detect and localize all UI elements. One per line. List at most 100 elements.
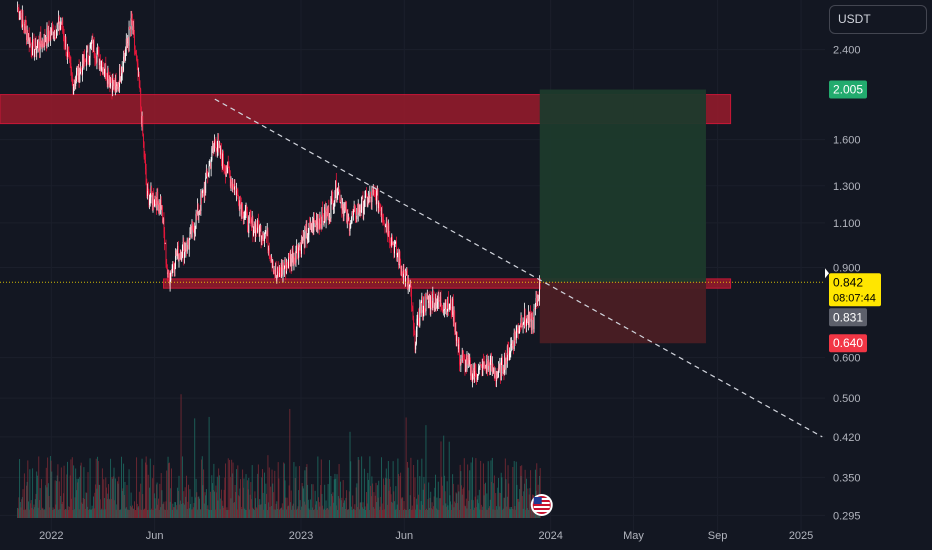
candle-body (220, 148, 222, 159)
candle-body (347, 213, 349, 220)
candle-body (125, 48, 127, 55)
candle-body (129, 28, 131, 30)
volume-bar (482, 506, 484, 518)
volume-bar (90, 509, 92, 518)
volume-bar (371, 476, 373, 518)
candle-body (80, 67, 81, 74)
candle-body (45, 41, 47, 47)
candle-body (488, 361, 490, 366)
candle-body (530, 313, 532, 331)
volume-bar (275, 503, 277, 518)
candle-body (211, 148, 213, 161)
price-marker-icon (825, 268, 829, 279)
candle-body (59, 25, 61, 29)
candle-body (309, 223, 311, 227)
volume-bar (444, 491, 446, 518)
candle-body (355, 206, 356, 219)
volume-bar (124, 481, 126, 518)
volume-bar (512, 467, 514, 518)
volume-bar (159, 483, 161, 518)
volume-bar (178, 475, 180, 518)
volume-bar (467, 500, 469, 518)
volume-bar (528, 509, 530, 518)
candle-body (119, 68, 121, 82)
volume-bar (420, 509, 421, 518)
volume-bar (134, 501, 135, 518)
volume-bar (316, 509, 318, 518)
volume-bar (372, 507, 374, 518)
volume-bar (150, 509, 152, 518)
candle-body (471, 364, 473, 381)
us-flag-icon[interactable] (530, 494, 553, 516)
candle-body (55, 37, 57, 39)
candle-body (500, 363, 501, 381)
candle-body (359, 210, 361, 213)
candle-body (166, 268, 168, 275)
candle-body (289, 256, 291, 266)
candle-body (521, 326, 523, 327)
volume-bar (179, 500, 181, 518)
volume-bar (394, 509, 396, 518)
candle-body (244, 214, 246, 216)
candle-body (362, 195, 364, 214)
volume-bar (486, 493, 488, 518)
volume-bar (416, 504, 418, 518)
candle-body (150, 187, 152, 198)
volume-bar (135, 509, 137, 518)
candle-body (438, 293, 440, 301)
candle-body (359, 210, 361, 213)
volume-bar (221, 500, 223, 518)
volume-bar (131, 507, 133, 518)
candle-body (358, 203, 360, 213)
volume-bar (96, 488, 98, 518)
volume-bar (218, 468, 220, 518)
candle-body (49, 35, 51, 40)
volume-bar (403, 501, 405, 518)
candle-body (398, 251, 400, 266)
volume-bar (464, 505, 466, 518)
volume-bar (246, 480, 248, 518)
candle-body (484, 361, 486, 369)
volume-bar (237, 465, 239, 518)
candle-body (99, 59, 101, 66)
candle-body (101, 63, 103, 67)
volume-bar (204, 492, 206, 518)
volume-bar (206, 509, 208, 518)
volume-bar (463, 487, 465, 518)
volume-bar (49, 456, 51, 518)
y-tick-label-3: 1.100 (833, 218, 861, 230)
volume-bar (189, 489, 191, 518)
volume-bar (240, 479, 242, 518)
volume-bar (389, 478, 391, 518)
candle-body (443, 310, 445, 312)
currency-unit-button[interactable]: USDT (829, 5, 927, 34)
candle-body (539, 279, 541, 283)
volume-bar (223, 489, 225, 518)
candle-body (41, 43, 42, 48)
candle-body (451, 313, 453, 315)
volume-bar (305, 467, 307, 518)
volume-bar (107, 493, 109, 518)
candle-body (372, 191, 374, 193)
candle-body (158, 204, 160, 212)
candle-body (48, 27, 50, 36)
candle-body (413, 329, 415, 334)
volume-bar (374, 495, 376, 518)
volume-bar (342, 480, 344, 518)
volume-bar (318, 497, 319, 518)
volume-bar (61, 504, 63, 518)
volume-bar (504, 497, 506, 518)
volume-bar (138, 491, 140, 518)
volume-bar (457, 484, 459, 518)
candle-body (176, 253, 178, 256)
volume-bar (385, 468, 387, 518)
volume-bar (514, 506, 516, 518)
candle-body (281, 264, 283, 277)
candle-body (264, 232, 266, 238)
volume-bar (365, 492, 367, 518)
volume-bar (487, 509, 488, 518)
candle-body (463, 356, 465, 359)
volume-bar (122, 488, 124, 518)
candle-body (223, 153, 224, 167)
